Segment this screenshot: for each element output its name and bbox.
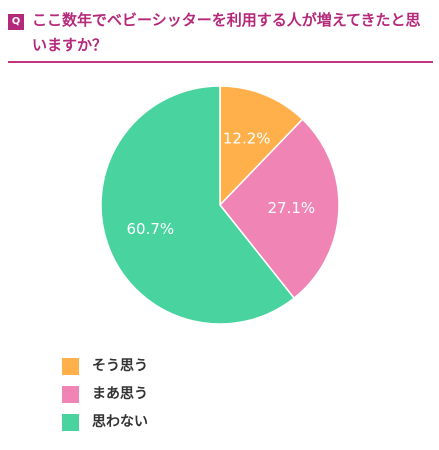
legend-label: まあ思う xyxy=(92,386,148,402)
data-label: 27.1% xyxy=(267,199,315,217)
legend-label: 思わない xyxy=(92,414,148,430)
legend-swatch xyxy=(62,358,79,375)
q-badge: Q xyxy=(8,14,24,30)
data-label: 60.7% xyxy=(127,220,175,238)
pie-slice xyxy=(219,118,340,300)
header-divider xyxy=(8,61,433,63)
legend-label: そう思う xyxy=(92,358,148,374)
data-label: 12.2% xyxy=(223,129,271,147)
pie-slice xyxy=(100,85,296,325)
legend-swatch xyxy=(62,414,79,431)
question-text: ここ数年でベビーシッターを利用する人が増えてきたと思いますか？ xyxy=(32,11,421,54)
legend-swatch xyxy=(62,386,79,403)
pie-slice xyxy=(219,85,304,207)
